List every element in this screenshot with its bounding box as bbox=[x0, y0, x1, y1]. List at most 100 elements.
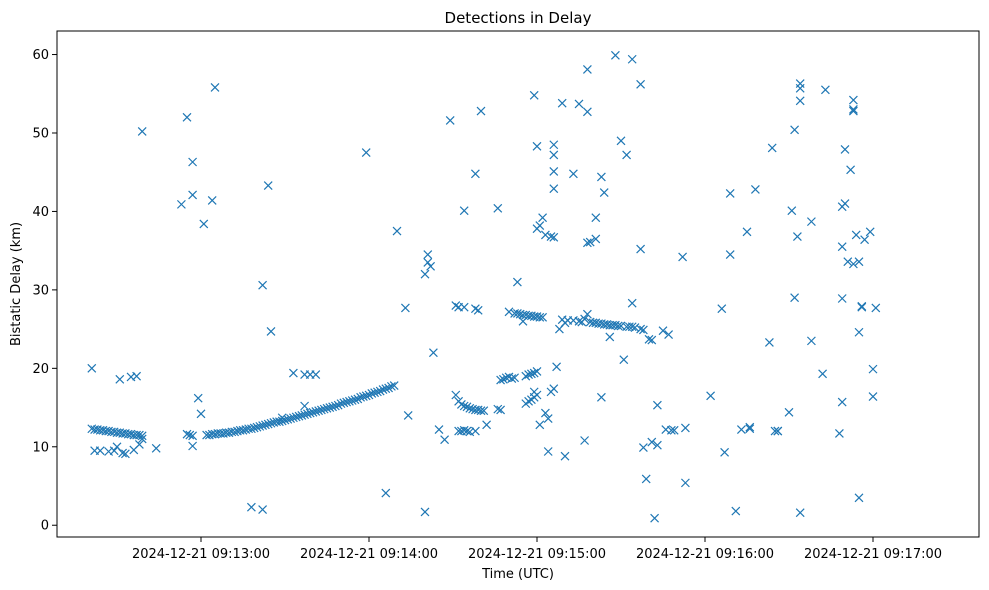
data-point bbox=[258, 280, 268, 290]
data-point bbox=[392, 226, 402, 236]
data-point bbox=[207, 196, 217, 205]
data-point bbox=[188, 431, 198, 441]
data-point bbox=[465, 427, 475, 437]
data-point bbox=[582, 107, 592, 117]
data-point bbox=[188, 441, 198, 451]
data-point bbox=[496, 405, 506, 415]
data-point bbox=[339, 398, 349, 408]
data-point bbox=[288, 413, 298, 423]
data-point bbox=[658, 326, 668, 336]
data-point bbox=[473, 305, 483, 315]
data-point bbox=[311, 370, 321, 380]
x-tick-label: 2024-12-21 09:16:00 bbox=[636, 547, 774, 562]
data-point bbox=[493, 203, 503, 213]
data-point bbox=[336, 399, 346, 409]
data-point bbox=[543, 414, 553, 423]
data-point bbox=[848, 95, 858, 105]
data-point bbox=[792, 232, 802, 241]
data-point bbox=[638, 443, 648, 452]
data-point bbox=[386, 381, 396, 391]
data-point bbox=[188, 157, 198, 167]
data-point bbox=[459, 302, 469, 312]
data-point bbox=[451, 301, 461, 310]
data-point bbox=[616, 136, 626, 146]
chart-title: Detections in Delay bbox=[445, 9, 592, 27]
y-tick-label: 0 bbox=[41, 519, 49, 534]
data-point bbox=[300, 401, 310, 411]
y-tick-label: 10 bbox=[32, 440, 49, 455]
data-point bbox=[512, 308, 522, 318]
data-point bbox=[470, 304, 480, 314]
data-point bbox=[549, 384, 559, 394]
data-point bbox=[529, 387, 539, 397]
data-point bbox=[652, 440, 662, 450]
data-point bbox=[95, 446, 105, 456]
data-point bbox=[549, 150, 559, 160]
data-point bbox=[851, 230, 861, 240]
data-point bbox=[420, 269, 430, 279]
data-point bbox=[115, 374, 125, 384]
data-point bbox=[742, 227, 752, 237]
data-point bbox=[137, 434, 147, 444]
data-point bbox=[252, 422, 262, 432]
data-point bbox=[420, 507, 430, 517]
data-point bbox=[725, 250, 735, 260]
data-point bbox=[451, 390, 461, 400]
data-point bbox=[538, 213, 548, 223]
data-point bbox=[745, 424, 755, 434]
data-point bbox=[636, 79, 646, 89]
data-point bbox=[574, 316, 584, 326]
data-point bbox=[647, 335, 657, 345]
data-point bbox=[647, 437, 657, 447]
y-tick-label: 40 bbox=[32, 205, 49, 220]
data-point bbox=[364, 390, 374, 400]
data-point bbox=[176, 199, 186, 209]
data-point bbox=[400, 303, 410, 313]
data-point bbox=[790, 125, 800, 135]
data-point bbox=[434, 425, 444, 434]
data-point bbox=[540, 230, 550, 240]
data-point bbox=[652, 400, 662, 410]
data-point bbox=[806, 336, 816, 346]
x-tick-label: 2024-12-21 09:13:00 bbox=[132, 547, 270, 562]
data-point bbox=[543, 447, 553, 456]
data-point bbox=[599, 188, 609, 198]
data-point bbox=[549, 184, 559, 194]
data-point bbox=[291, 412, 301, 422]
data-point bbox=[134, 430, 144, 440]
data-point bbox=[795, 83, 805, 93]
data-point bbox=[246, 424, 256, 434]
data-point bbox=[325, 403, 335, 412]
data-point bbox=[666, 425, 676, 435]
data-point bbox=[636, 324, 646, 334]
data-point bbox=[627, 322, 637, 332]
data-point bbox=[627, 298, 637, 308]
data-point bbox=[720, 447, 730, 457]
data-point bbox=[459, 206, 469, 216]
data-point bbox=[333, 400, 343, 410]
data-point bbox=[767, 143, 777, 153]
data-point bbox=[848, 105, 858, 114]
data-point bbox=[644, 334, 654, 344]
data-point bbox=[613, 321, 623, 331]
x-tick-label: 2024-12-21 09:17:00 bbox=[804, 547, 942, 562]
data-point bbox=[818, 369, 828, 379]
data-point bbox=[350, 395, 360, 405]
data-point bbox=[787, 206, 797, 216]
data-point bbox=[426, 261, 436, 271]
data-point bbox=[582, 65, 592, 74]
y-tick-label: 30 bbox=[32, 283, 49, 298]
data-point bbox=[549, 140, 559, 150]
data-point bbox=[210, 83, 220, 92]
data-point bbox=[745, 422, 755, 432]
data-point bbox=[308, 407, 318, 417]
data-point bbox=[428, 348, 438, 358]
data-point bbox=[193, 393, 203, 403]
data-point bbox=[535, 312, 545, 322]
data-point bbox=[311, 407, 321, 416]
data-point bbox=[482, 420, 492, 430]
data-point bbox=[574, 99, 584, 109]
data-point bbox=[535, 420, 545, 430]
data-point bbox=[356, 392, 366, 402]
